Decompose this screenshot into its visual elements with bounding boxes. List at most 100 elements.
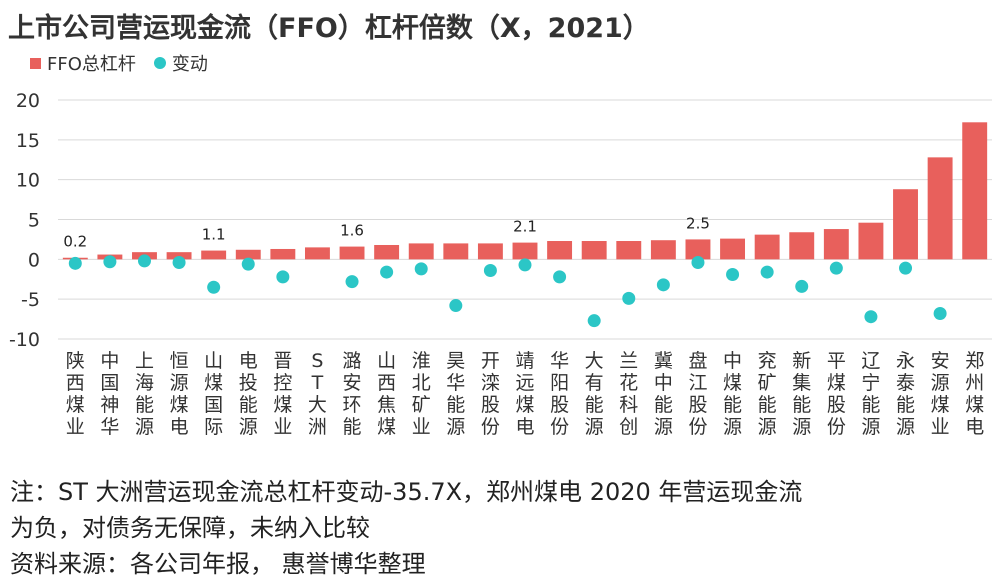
- x-tick-label: 股: [688, 394, 707, 416]
- change-point: [622, 291, 636, 305]
- x-tick-label: 源: [585, 416, 604, 438]
- bar: [962, 122, 988, 260]
- data-label: 2.5: [686, 214, 710, 232]
- x-tick-label: 投: [239, 372, 258, 394]
- x-tick-label: 国: [100, 372, 119, 394]
- x-tick-label: 能: [135, 394, 154, 416]
- x-tick-label: 大: [585, 350, 604, 372]
- y-tick-label: 10: [16, 170, 40, 192]
- x-tick-label: 电: [170, 416, 189, 438]
- x-tick-label: 份: [481, 416, 500, 438]
- x-tick-label: 昊: [446, 350, 465, 372]
- x-tick-label: 西: [377, 372, 396, 394]
- x-tick-label: 滦: [481, 372, 500, 394]
- x-tick-label: 源: [654, 416, 673, 438]
- x-tick-label: 业: [66, 416, 85, 438]
- y-tick-label: 0: [28, 249, 40, 271]
- change-point: [587, 314, 601, 328]
- x-tick-label: 环: [343, 394, 362, 416]
- legend: FFO总杠杆 变动: [30, 50, 208, 76]
- change-point: [172, 256, 186, 270]
- x-tick-label: 能: [792, 394, 811, 416]
- change-point: [933, 307, 947, 321]
- note-line-2: 为负，对债务无保障，未纳入比较: [10, 514, 370, 542]
- bar: [581, 241, 607, 260]
- x-tick-label: 矿: [412, 394, 431, 416]
- x-tick-label: 永: [896, 350, 915, 372]
- change-point: [137, 254, 151, 268]
- x-tick-label: 源: [861, 416, 880, 438]
- x-tick-label: 山: [204, 350, 223, 372]
- x-tick-label: 兖: [758, 350, 777, 372]
- data-label: 2.1: [513, 218, 537, 236]
- x-tick-label: 煤: [273, 394, 292, 416]
- x-tick-label: 州: [965, 372, 984, 394]
- x-tick-label: 煤: [931, 394, 950, 416]
- change-point: [864, 310, 878, 324]
- x-tick-label: 开: [481, 350, 500, 372]
- bar: [823, 229, 849, 260]
- x-tick-label: 中: [654, 372, 673, 394]
- x-tick-label: 能: [758, 394, 777, 416]
- x-tick-label: 际: [204, 416, 223, 438]
- x-tick-label: 煤: [723, 372, 742, 394]
- data-label: 0.2: [63, 233, 87, 251]
- change-point: [553, 270, 567, 284]
- bar: [477, 243, 503, 260]
- bar: [927, 157, 953, 260]
- legend-bar-swatch: [30, 57, 41, 69]
- change-point: [726, 267, 740, 281]
- x-tick-label: 盘: [688, 350, 707, 372]
- x-tick-label: 份: [827, 416, 846, 438]
- bar: [339, 246, 365, 260]
- x-tick-label: 上: [135, 350, 154, 372]
- change-point: [68, 256, 82, 270]
- x-tick-label: 煤: [170, 394, 189, 416]
- x-tick-label: 股: [550, 394, 569, 416]
- change-point: [795, 279, 809, 293]
- x-tick-label: 西: [66, 372, 85, 394]
- x-tick-label: 煤: [204, 372, 223, 394]
- change-point: [345, 275, 359, 289]
- x-tick-label: 北: [412, 372, 431, 394]
- x-tick-label: 华: [100, 416, 119, 438]
- y-tick-label: 15: [16, 130, 40, 152]
- x-tick-label: 有: [585, 372, 604, 394]
- x-tick-label: 源: [896, 416, 915, 438]
- x-tick-label: 能: [585, 394, 604, 416]
- bar: [235, 249, 261, 260]
- y-tick-label: -10: [9, 329, 40, 351]
- x-tick-label: 业: [931, 416, 950, 438]
- x-tick-label: 安: [931, 350, 950, 372]
- x-tick-label: 煤: [66, 394, 85, 416]
- x-tick-label: 能: [896, 394, 915, 416]
- x-tick-label: 兰: [619, 350, 638, 372]
- bar: [789, 232, 815, 260]
- bar: [547, 241, 573, 260]
- x-tick-label: 能: [446, 394, 465, 416]
- x-tick-label: 煤: [827, 372, 846, 394]
- x-tick-label: 宁: [861, 372, 880, 394]
- bar: [893, 189, 918, 260]
- change-point: [483, 263, 497, 277]
- x-tick-label: 份: [688, 416, 707, 438]
- x-tick-label: 华: [446, 372, 465, 394]
- x-tick-label: 洲: [308, 416, 327, 438]
- x-tick-label: 中: [100, 350, 119, 372]
- y-tick-label: 5: [28, 210, 40, 232]
- x-tick-label: 江: [688, 372, 707, 394]
- x-tick-label: 远: [515, 372, 534, 394]
- legend-dot-label: 变动: [171, 54, 208, 75]
- x-tick-label: 业: [412, 416, 431, 438]
- bar: [270, 248, 296, 260]
- x-tick-label: 创: [619, 416, 638, 438]
- x-tick-label: 电: [239, 350, 258, 372]
- bar: [685, 239, 711, 260]
- bar: [858, 222, 884, 260]
- x-tick-label: 集: [792, 372, 811, 394]
- note-line-1: 注：ST 大洲营运现金流总杠杆变动-35.7X，郑州煤电 2020 年营运现金流: [10, 478, 803, 506]
- x-tick-label: 能: [723, 394, 742, 416]
- change-point: [414, 262, 428, 276]
- x-tick-label: 源: [446, 416, 465, 438]
